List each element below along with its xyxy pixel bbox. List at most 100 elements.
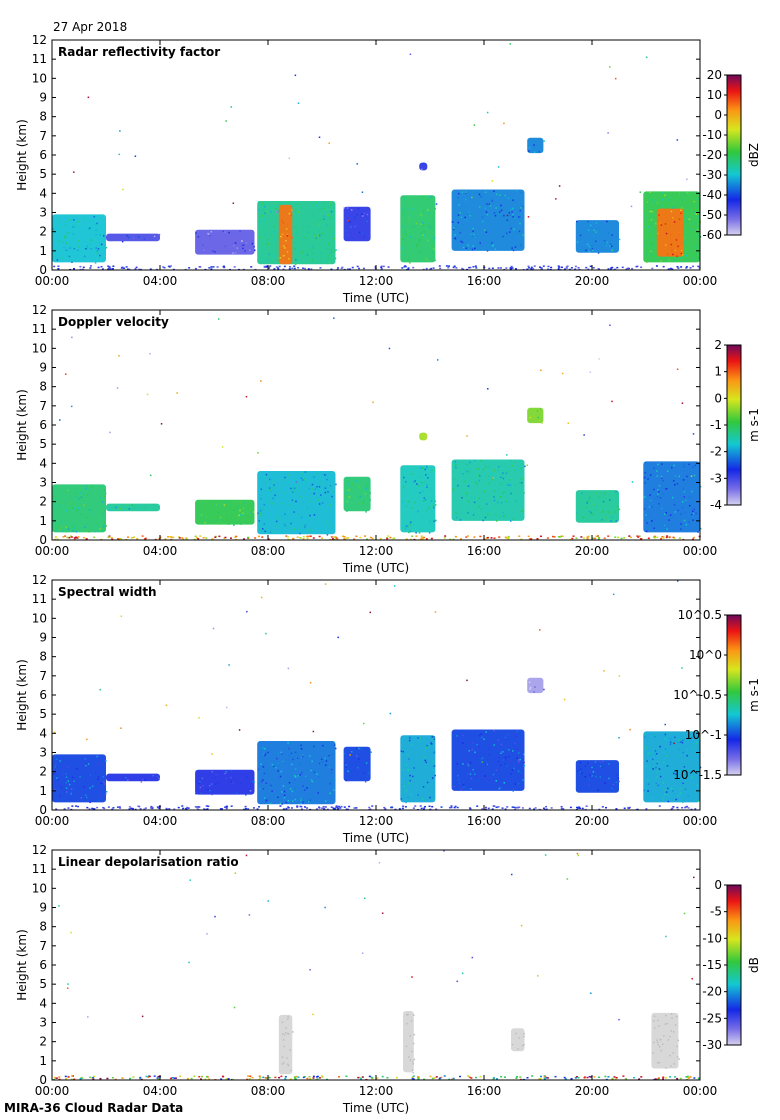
- clutter-dot: [422, 808, 425, 811]
- clutter-dot: [199, 535, 202, 537]
- speckle: [588, 245, 591, 248]
- speckle: [500, 743, 502, 746]
- speckle: [283, 790, 286, 793]
- noise-dot: [409, 53, 412, 56]
- clutter-dot: [288, 266, 291, 268]
- speckle: [294, 787, 296, 790]
- clutter-dot: [479, 535, 482, 538]
- clutter-dot: [545, 805, 548, 808]
- clutter-dot: [179, 1075, 182, 1078]
- speckle: [335, 483, 337, 486]
- speckle: [522, 478, 524, 480]
- speckle: [218, 523, 221, 525]
- speckle: [103, 781, 105, 783]
- speckle: [677, 245, 679, 248]
- speckle: [671, 1017, 673, 1019]
- speckle: [127, 236, 130, 239]
- clutter-dot: [333, 538, 336, 541]
- clutter-dot: [493, 537, 496, 539]
- speckle: [405, 481, 407, 483]
- speckle: [685, 499, 687, 502]
- cloud-region: [400, 735, 436, 803]
- clutter-dot: [440, 1076, 443, 1079]
- speckle: [474, 496, 476, 499]
- speckle: [54, 767, 57, 769]
- speckle: [247, 515, 249, 518]
- speckle: [334, 250, 336, 253]
- speckle: [52, 228, 54, 230]
- speckle: [466, 213, 469, 215]
- clutter-dot: [229, 537, 232, 539]
- speckle: [263, 218, 265, 221]
- speckle: [307, 800, 310, 803]
- clutter-dot: [638, 535, 641, 537]
- clutter-dot: [300, 808, 303, 810]
- noise-dot: [435, 203, 438, 205]
- speckle: [291, 227, 294, 229]
- clutter-dot: [265, 266, 268, 268]
- speckle: [282, 255, 285, 257]
- speckle: [299, 495, 301, 498]
- clutter-dot: [506, 806, 509, 808]
- speckle: [476, 483, 478, 485]
- speckle: [209, 234, 211, 237]
- speckle: [300, 797, 302, 799]
- clutter-dot: [356, 265, 359, 268]
- speckle: [52, 226, 54, 229]
- speckle: [523, 1043, 525, 1046]
- clutter-dot: [123, 267, 126, 269]
- clutter-dot: [290, 807, 293, 809]
- speckle: [152, 503, 155, 506]
- clutter-dot: [655, 265, 658, 267]
- speckle: [646, 244, 649, 247]
- speckle: [223, 504, 226, 506]
- speckle: [280, 751, 283, 754]
- speckle: [428, 746, 430, 748]
- speckle: [486, 763, 489, 766]
- speckle: [239, 778, 242, 781]
- speckle: [669, 738, 672, 740]
- speckle: [651, 238, 653, 241]
- speckle: [89, 774, 92, 776]
- clutter-dot: [547, 265, 550, 268]
- speckle: [304, 524, 307, 527]
- clutter-dot: [326, 1078, 329, 1081]
- speckle: [313, 476, 316, 479]
- speckle: [672, 253, 674, 256]
- clutter-dot: [358, 1076, 361, 1079]
- clutter-dot: [560, 266, 563, 269]
- speckle: [677, 509, 680, 512]
- clutter-dot: [173, 1077, 176, 1079]
- speckle: [678, 739, 680, 741]
- speckle: [592, 513, 594, 516]
- speckle: [536, 410, 539, 412]
- speckle: [410, 793, 412, 796]
- clutter-dot: [491, 267, 494, 270]
- speckle: [322, 744, 324, 747]
- speckle: [325, 521, 328, 523]
- speckle: [259, 223, 261, 226]
- speckle: [520, 771, 522, 774]
- speckle: [235, 792, 238, 794]
- clutter-dot: [501, 807, 504, 809]
- colorbar-tick-label: 10^0.5: [678, 608, 722, 622]
- clutter-dot: [679, 1077, 682, 1080]
- speckle: [693, 747, 695, 749]
- clutter-dot: [144, 538, 147, 540]
- speckle: [259, 788, 261, 790]
- clutter-dot: [684, 806, 687, 809]
- speckle: [514, 484, 517, 486]
- speckle: [261, 202, 264, 205]
- speckle: [367, 481, 370, 483]
- clutter-dot: [73, 538, 76, 540]
- clutter-dot: [267, 538, 270, 540]
- cloud-region: [527, 407, 544, 424]
- speckle: [302, 801, 305, 803]
- speckle: [451, 221, 454, 223]
- speckle: [501, 750, 504, 753]
- clutter-dot: [304, 806, 307, 808]
- speckle: [492, 244, 495, 246]
- clutter-dot: [577, 1076, 580, 1079]
- noise-dot: [506, 454, 508, 456]
